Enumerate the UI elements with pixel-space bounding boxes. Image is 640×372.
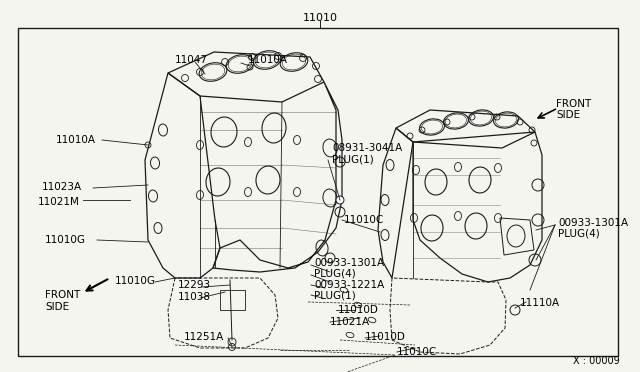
Text: 11251A: 11251A — [184, 332, 224, 342]
Text: 11010A: 11010A — [56, 135, 96, 145]
Text: 00933-1301A: 00933-1301A — [558, 218, 628, 228]
Text: 11021M: 11021M — [38, 197, 80, 207]
Text: 11110A: 11110A — [520, 298, 560, 308]
Text: PLUG(4): PLUG(4) — [314, 269, 356, 279]
Bar — [18, 28, 618, 356]
Text: 11010A: 11010A — [248, 55, 288, 65]
Text: PLUG(1): PLUG(1) — [332, 154, 374, 164]
Text: 11038: 11038 — [178, 292, 211, 302]
Text: 11010: 11010 — [303, 13, 337, 23]
Text: 08931-3041A: 08931-3041A — [332, 143, 403, 153]
Text: 11010D: 11010D — [365, 332, 406, 342]
Circle shape — [336, 196, 344, 204]
Text: 11047: 11047 — [175, 55, 208, 65]
Text: PLUG(1): PLUG(1) — [314, 291, 356, 301]
Text: SIDE: SIDE — [556, 110, 580, 120]
Text: 11010C: 11010C — [344, 215, 384, 225]
Text: FRONT: FRONT — [556, 99, 591, 109]
Text: 00933-1301A: 00933-1301A — [314, 258, 384, 268]
Text: FRONT: FRONT — [45, 290, 80, 300]
Text: 11010G: 11010G — [45, 235, 86, 245]
Text: 11010D: 11010D — [338, 305, 379, 315]
Text: 11023A: 11023A — [42, 182, 82, 192]
Text: SIDE: SIDE — [45, 302, 69, 312]
Text: 11010G: 11010G — [115, 276, 156, 286]
Text: 11021A: 11021A — [330, 317, 370, 327]
Text: X : 00009: X : 00009 — [573, 356, 620, 366]
Text: 11010C: 11010C — [397, 347, 437, 357]
Text: PLUG(4): PLUG(4) — [558, 229, 600, 239]
Text: 12293: 12293 — [178, 280, 211, 290]
Text: 00933-1221A: 00933-1221A — [314, 280, 384, 290]
